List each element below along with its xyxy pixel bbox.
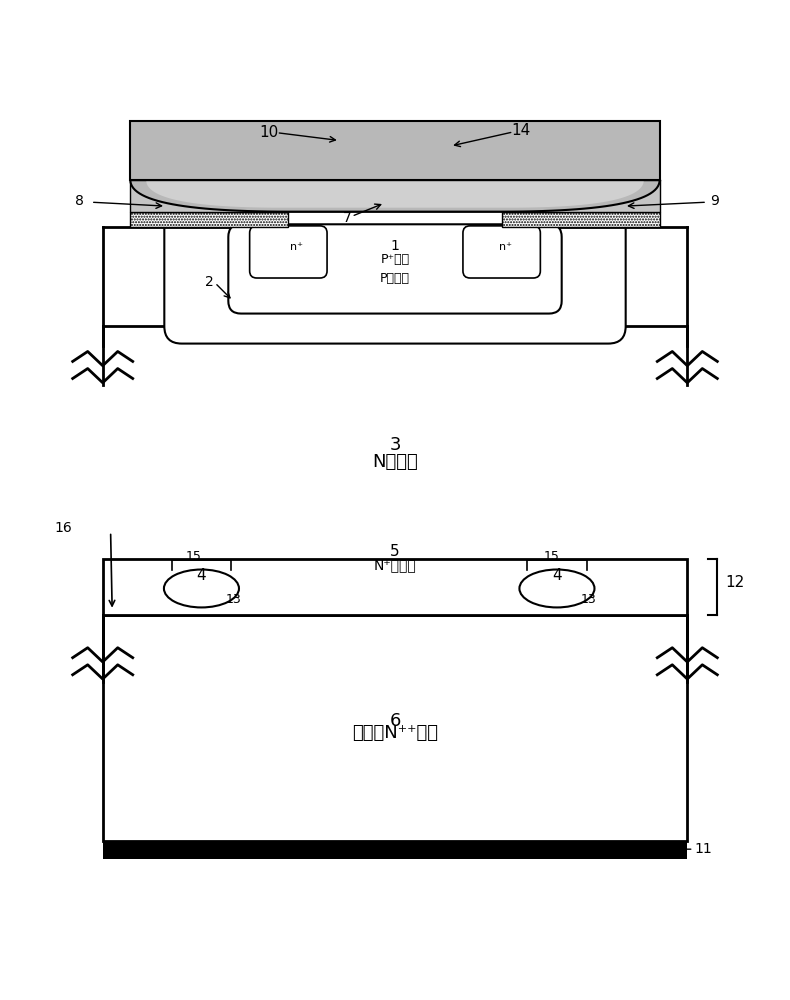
Text: 15: 15 <box>186 550 201 563</box>
Text: 15: 15 <box>544 550 559 563</box>
Text: 13: 13 <box>225 593 241 606</box>
Text: 9: 9 <box>710 194 720 208</box>
Bar <box>103 841 687 859</box>
Text: 8: 8 <box>74 194 84 208</box>
Text: 1: 1 <box>390 239 400 253</box>
Text: n⁺: n⁺ <box>290 242 303 252</box>
Text: 16: 16 <box>55 521 72 535</box>
Text: 4: 4 <box>552 568 562 583</box>
FancyBboxPatch shape <box>250 226 327 278</box>
Text: 13: 13 <box>581 593 596 606</box>
Polygon shape <box>146 180 644 208</box>
Text: 7: 7 <box>343 211 352 225</box>
Text: 6: 6 <box>389 712 401 730</box>
Text: 12: 12 <box>725 575 744 590</box>
Ellipse shape <box>520 570 594 607</box>
Text: 2: 2 <box>205 275 214 289</box>
Text: n⁺: n⁺ <box>499 242 512 252</box>
Bar <box>130 121 660 180</box>
Text: P⁺体区: P⁺体区 <box>381 253 409 266</box>
Bar <box>103 326 687 559</box>
Text: 4: 4 <box>197 568 206 583</box>
Polygon shape <box>130 180 660 212</box>
Text: 重掺杂N⁺⁺衬底: 重掺杂N⁺⁺衬底 <box>352 724 438 742</box>
Bar <box>502 180 660 212</box>
Text: P型阱区: P型阱区 <box>380 272 410 285</box>
Bar <box>130 180 288 212</box>
Ellipse shape <box>164 570 239 607</box>
Text: 14: 14 <box>512 123 531 138</box>
FancyBboxPatch shape <box>463 226 540 278</box>
Bar <box>103 615 687 841</box>
FancyBboxPatch shape <box>164 212 626 344</box>
Text: 3: 3 <box>389 436 401 454</box>
Bar <box>130 212 288 227</box>
Text: 5: 5 <box>390 544 400 559</box>
Text: 10: 10 <box>259 125 278 140</box>
Bar <box>103 559 687 615</box>
Text: N⁺缓冲层: N⁺缓冲层 <box>374 558 416 572</box>
Text: N漂移区: N漂移区 <box>372 453 418 471</box>
Text: 11: 11 <box>694 842 712 856</box>
Bar <box>502 212 660 227</box>
Bar <box>103 227 687 326</box>
FancyBboxPatch shape <box>228 224 562 314</box>
